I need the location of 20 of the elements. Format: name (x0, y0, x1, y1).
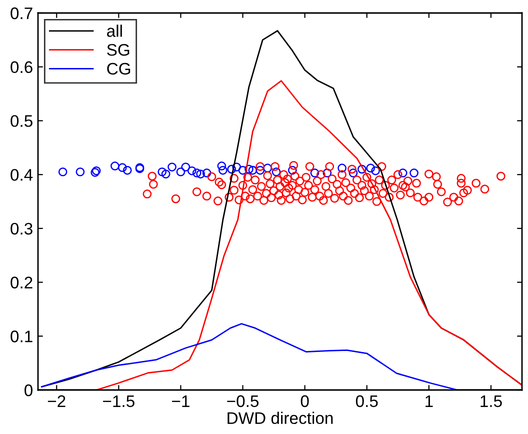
x-tick-label: −1 (172, 395, 190, 407)
y-tick-label: 0.1 (10, 330, 32, 342)
y-tick-label: 0 (24, 384, 32, 396)
y-tick-label: 0.6 (10, 61, 32, 74)
x-tick-label: −0.5 (227, 395, 259, 408)
x-tick-label: −2 (48, 395, 66, 407)
x-axis-title: DWD direction (228, 412, 333, 424)
x-tick-label: 0.5 (356, 395, 378, 408)
legend-label: all (107, 24, 122, 37)
x-tick-label: −1.5 (103, 395, 134, 408)
y-tick-label: 0.3 (10, 222, 32, 235)
x-tick-label: 1 (426, 395, 433, 407)
x-tick-label: 1.5 (480, 395, 502, 408)
legend-label: CG (107, 62, 130, 75)
x-tick-label: 0 (300, 395, 309, 408)
legend-label: SG (107, 44, 130, 56)
y-tick-label: 0.2 (10, 276, 32, 288)
y-tick-label: 0.4 (10, 168, 33, 181)
y-tick-label: 0.5 (10, 115, 32, 127)
y-tick-label: 0.7 (10, 7, 32, 20)
